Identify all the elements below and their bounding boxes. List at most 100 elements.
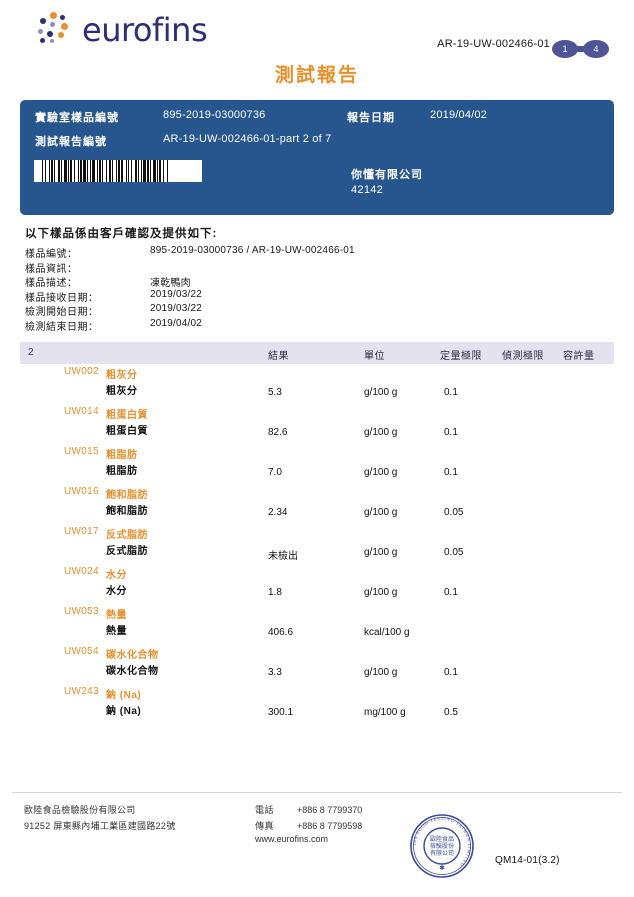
result-value: 未檢出 bbox=[268, 551, 298, 562]
sample-info-label: 檢測結束日期： bbox=[25, 321, 99, 333]
svg-text:有限公司: 有限公司 bbox=[430, 849, 454, 857]
analysis-parameter-name: 粗灰分 bbox=[106, 386, 138, 397]
results-table-body: UW002 粗灰分 粗灰分 5.3 g/100 g 0.1 UW014 粗蛋白質 粗蛋白質 82.… bbox=[20, 366, 614, 726]
analysis-group-name: 粗脂肪 bbox=[106, 450, 138, 461]
sample-info-value: 2019/04/02 bbox=[150, 317, 203, 329]
unit-value: kcal/100 g bbox=[364, 627, 410, 638]
page-indicator-left-lobe bbox=[552, 40, 578, 58]
sample-info-value: 2019/03/22 bbox=[150, 303, 203, 314]
sample-info-row: 樣品資訊： bbox=[25, 260, 355, 275]
analysis-parameter-name: 碳水化合物 bbox=[106, 666, 159, 677]
analysis-group-name: 粗灰分 bbox=[106, 370, 138, 381]
result-value: 300.1 bbox=[268, 707, 294, 718]
svg-text:歐陸食品: 歐陸食品 bbox=[430, 835, 454, 843]
analysis-group-name: 碳水化合物 bbox=[106, 650, 159, 661]
sample-info-label: 樣品接收日期： bbox=[25, 292, 99, 304]
table-row: UW017 反式脂肪 反式脂肪 未檢出 g/100 g 0.05 bbox=[20, 526, 614, 566]
table-row: UW243 鈉 (Na) 鈉 (Na) 300.1 mg/100 g 0.5 bbox=[20, 686, 614, 726]
eurofins-logo: eurofins bbox=[36, 10, 208, 50]
analysis-code: UW014 bbox=[64, 406, 99, 417]
report-date-label: 報告日期 bbox=[347, 112, 395, 124]
unit-value: g/100 g bbox=[364, 387, 398, 398]
table-row: UW015 粗脂肪 粗脂肪 7.0 g/100 g 0.1 bbox=[20, 446, 614, 486]
unit-value: mg/100 g bbox=[364, 707, 406, 718]
analysis-group-name: 飽和脂肪 bbox=[106, 490, 148, 501]
customer-code: 42142 bbox=[351, 184, 384, 196]
analysis-code: UW002 bbox=[64, 366, 99, 377]
analysis-parameter-name: 粗蛋白質 bbox=[106, 426, 148, 437]
footer-phone-row: 電話 +886 8 7799370 bbox=[255, 802, 362, 818]
footer-address: 91252 屏東縣內埔工業區建國路22號 bbox=[24, 821, 176, 831]
footer-contact-block: 電話 +886 8 7799370 傳真 +886 8 7799598 bbox=[255, 802, 362, 834]
result-value: 1.8 bbox=[268, 587, 282, 598]
result-value: 7.0 bbox=[268, 467, 282, 478]
page-current: 1 bbox=[562, 44, 568, 54]
loq-value: 0.1 bbox=[444, 427, 458, 438]
unit-value: g/100 g bbox=[364, 467, 398, 478]
sample-info-row: 樣品接收日期： 2019/03/22 bbox=[25, 289, 355, 304]
analysis-parameter-name: 熱量 bbox=[106, 626, 127, 637]
table-row: UW014 粗蛋白質 粗蛋白質 82.6 g/100 g 0.1 bbox=[20, 406, 614, 446]
footer-fax-row: 傳真 +886 8 7799598 bbox=[255, 818, 362, 834]
footer-doc-code: QM14-01(3.2) bbox=[495, 855, 560, 866]
unit-value: g/100 g bbox=[364, 427, 398, 438]
analysis-group-name: 熱量 bbox=[106, 610, 127, 621]
footer-fax-label: 傳真 bbox=[255, 821, 275, 831]
sample-info-row: 樣品描述： 凍乾鴨肉 bbox=[25, 274, 355, 289]
column-header-tolerance: 容許量 bbox=[563, 351, 595, 362]
analysis-parameter-name: 粗脂肪 bbox=[106, 466, 138, 477]
loq-value: 0.1 bbox=[444, 387, 458, 398]
result-value: 3.3 bbox=[268, 667, 282, 678]
sample-info-list: 樣品編號： 895-2019-03000736 / AR-19-UW-002466… bbox=[25, 245, 355, 333]
table-row: UW053 熱量 熱量 406.6 kcal/100 g bbox=[20, 606, 614, 646]
column-header-unit: 單位 bbox=[364, 351, 385, 362]
analysis-parameter-name: 反式脂肪 bbox=[106, 546, 148, 557]
sample-info-row: 檢測結束日期： 2019/04/02 bbox=[25, 318, 355, 333]
column-header-lod: 偵測極限 bbox=[502, 351, 544, 362]
unit-value: g/100 g bbox=[364, 507, 398, 518]
lab-sample-no-label: 實驗室樣品編號 bbox=[35, 112, 119, 124]
results-index-label: 2 bbox=[28, 347, 35, 358]
loq-value: 0.05 bbox=[444, 507, 464, 518]
result-value: 5.3 bbox=[268, 387, 282, 398]
footer-phone-label: 電話 bbox=[255, 805, 275, 815]
svg-text:檢驗股份: 檢驗股份 bbox=[430, 842, 454, 850]
loq-value: 0.1 bbox=[444, 587, 458, 598]
page-total: 4 bbox=[593, 44, 599, 54]
table-row: UW016 飽和脂肪 飽和脂肪 2.34 g/100 g 0.05 bbox=[20, 486, 614, 526]
sample-info-label: 檢測開始日期： bbox=[25, 307, 99, 318]
footer-divider bbox=[12, 792, 622, 793]
analysis-code: UW015 bbox=[64, 446, 99, 457]
page-indicator-right-lobe bbox=[583, 40, 609, 58]
analysis-code: UW017 bbox=[64, 526, 99, 537]
analysis-code: UW054 bbox=[64, 646, 99, 657]
analysis-code: UW016 bbox=[64, 486, 99, 497]
sample-section-heading: 以下樣品係由客戶確認及提供如下: bbox=[25, 228, 218, 240]
sample-info-value: 凍乾鴨肉 bbox=[150, 278, 191, 289]
page-title: 測試報告 bbox=[274, 65, 359, 86]
table-row: UW024 水分 水分 1.8 g/100 g 0.1 bbox=[20, 566, 614, 606]
eurofins-dots-icon bbox=[36, 10, 76, 50]
loq-value: 0.1 bbox=[444, 667, 458, 678]
footer-company-name: 歐陸食品檢驗股份有限公司 bbox=[24, 805, 136, 815]
loq-value: 0.5 bbox=[444, 707, 458, 718]
analysis-code: UW053 bbox=[64, 606, 99, 617]
footer-phone-value: +886 8 7799370 bbox=[297, 805, 363, 815]
unit-value: g/100 g bbox=[364, 587, 398, 598]
page-indicator-bar bbox=[572, 46, 590, 52]
header-report-number: AR-19-UW-002466-01 bbox=[437, 38, 550, 50]
analysis-code: UW024 bbox=[64, 566, 99, 577]
analysis-parameter-name: 鈉 (Na) bbox=[106, 706, 142, 717]
report-info-box: 實驗室樣品編號 895-2019-03000736 報告日期 2019/04/0… bbox=[20, 100, 614, 215]
company-seal-stamp: EUROFINS FOOD TESTING TAIWAN LIMITED 歐陸食… bbox=[406, 810, 478, 882]
footer-website[interactable]: www.eurofins.com bbox=[255, 834, 329, 844]
analysis-code: UW243 bbox=[64, 686, 99, 697]
lab-sample-no-value: 895-2019-03000736 bbox=[163, 109, 266, 121]
footer-company-block: 歐陸食品檢驗股份有限公司 91252 屏東縣內埔工業區建國路22號 bbox=[24, 802, 176, 834]
column-header-result: 結果 bbox=[268, 351, 289, 362]
sample-info-value: 2019/03/22 bbox=[150, 288, 203, 300]
sample-info-label: 樣品描述： bbox=[25, 278, 78, 289]
result-value: 406.6 bbox=[268, 627, 294, 638]
analysis-group-name: 反式脂肪 bbox=[106, 530, 148, 541]
sample-info-label: 樣品編號： bbox=[25, 249, 78, 260]
